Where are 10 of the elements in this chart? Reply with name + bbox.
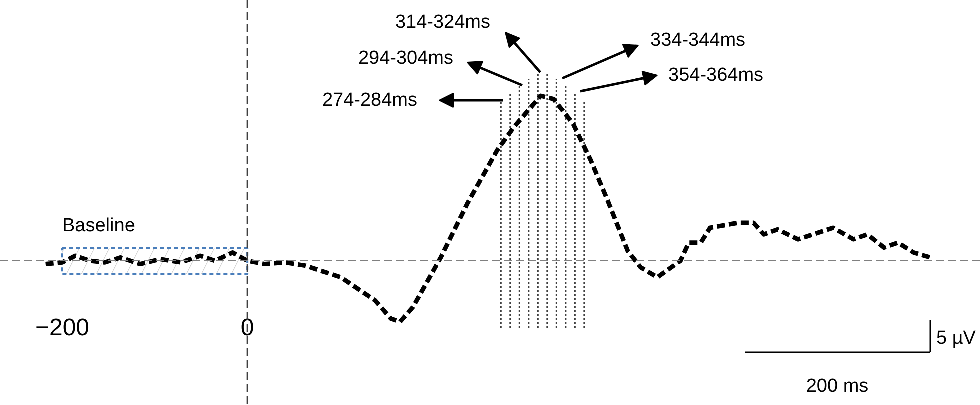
ref-line-label: 274-284ms (322, 90, 418, 111)
ref-line-label: 294-304ms (358, 48, 454, 69)
text: 5 µV (936, 328, 976, 349)
x-tick-label: −200 (35, 314, 90, 342)
text: 200 ms (806, 376, 869, 397)
ref-line-label: 334-344ms (650, 30, 746, 51)
band-label: Baseline (62, 216, 136, 236)
ref-line-label: 314-324ms (395, 12, 491, 33)
ref-line-label: 354-364ms (668, 65, 764, 86)
x-tick-label: 0 (240, 314, 254, 342)
